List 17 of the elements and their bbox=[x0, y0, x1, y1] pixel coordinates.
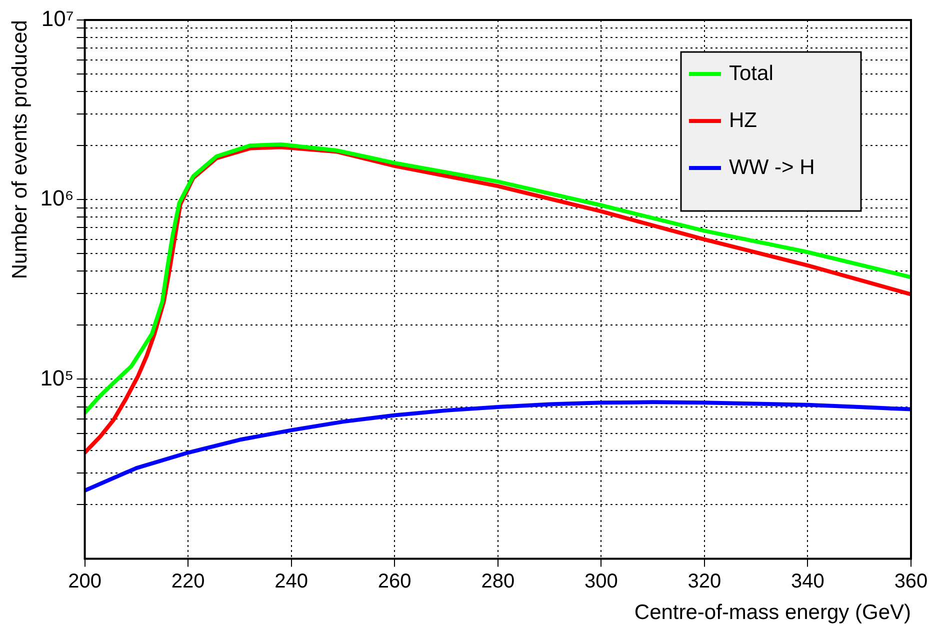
y-tick-label: 10⁷ bbox=[41, 6, 74, 32]
y-tick-label: 10⁶ bbox=[40, 186, 74, 211]
x-axis-title: Centre-of-mass energy (GeV) bbox=[634, 601, 911, 624]
x-tick-label: 260 bbox=[378, 570, 412, 592]
x-tick-label: 320 bbox=[688, 570, 722, 592]
x-tick-label: 280 bbox=[481, 570, 515, 592]
y-tick-label: 10⁵ bbox=[40, 365, 74, 390]
legend-label: Total bbox=[729, 62, 774, 85]
x-tick-label: 340 bbox=[791, 570, 824, 592]
legend-label: HZ bbox=[729, 108, 758, 132]
x-tick-label: 300 bbox=[584, 570, 618, 592]
x-tick-label: 220 bbox=[171, 570, 205, 592]
legend-label: WW -> H bbox=[729, 156, 815, 179]
x-tick-label: 200 bbox=[68, 570, 102, 592]
x-tick-label: 240 bbox=[274, 570, 308, 592]
x-tick-label: 360 bbox=[894, 570, 928, 592]
y-axis-title: Number of events produced bbox=[8, 20, 32, 280]
